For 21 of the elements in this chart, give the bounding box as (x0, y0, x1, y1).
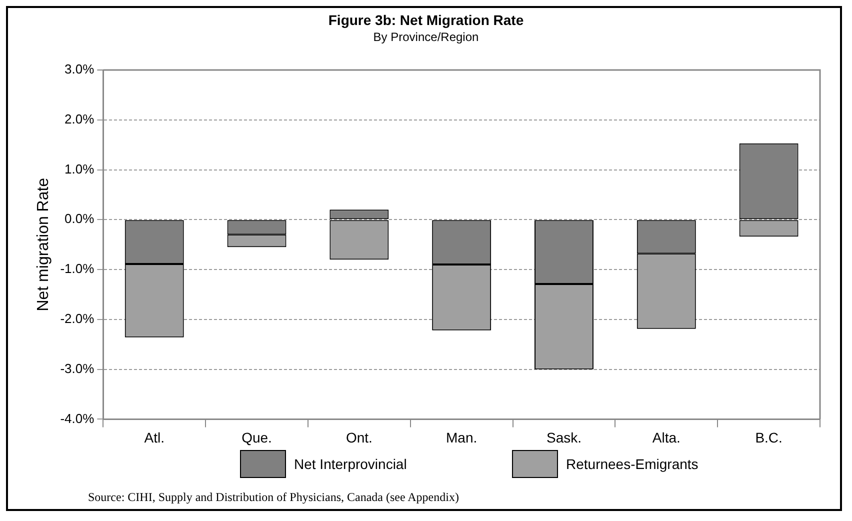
y-tick-label: -3.0% (60, 360, 95, 376)
x-tick-label: Sask. (546, 429, 582, 446)
y-tick-label: 2.0% (64, 111, 95, 126)
x-tick-label: Atl. (144, 429, 164, 446)
x-tick-label: Que. (242, 429, 272, 446)
chart-subtitle: By Province/Region (372, 30, 480, 44)
chart-title: Figure 3b: Net Migration Rate (327, 12, 525, 28)
x-tick-label: Man. (446, 429, 478, 446)
y-tick-label: 0.0% (64, 211, 95, 226)
y-tick-label: 3.0% (64, 62, 95, 77)
legend-label: Returnees-Emigrants (566, 456, 698, 472)
y-tick-label: -4.0% (60, 410, 95, 426)
y-tick-label: -1.0% (60, 261, 95, 276)
x-tick-label: B.C. (755, 429, 782, 446)
source-note: Source: CIHI, Supply and Distribution of Physicians, Canada (see Appendix) (88, 490, 459, 505)
legend-label: Net Interprovincial (294, 456, 407, 472)
x-tick-label: Alta. (652, 429, 680, 446)
y-axis-title: Net migration Rate (35, 178, 52, 312)
x-tick-label: Ont. (346, 429, 372, 446)
y-tick-label: 1.0% (64, 161, 95, 176)
y-tick-label: -2.0% (60, 311, 95, 326)
